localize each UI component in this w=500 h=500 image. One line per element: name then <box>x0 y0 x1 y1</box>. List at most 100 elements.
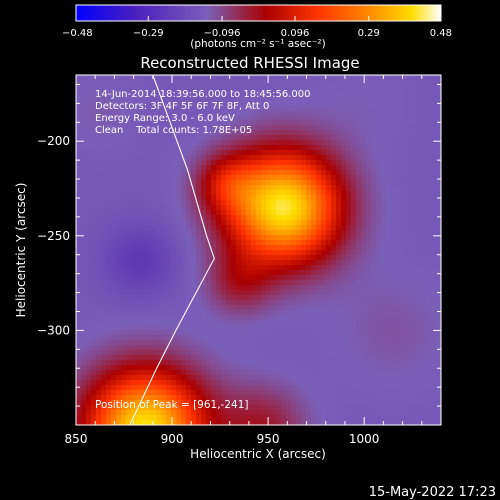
heatmap-cell <box>351 90 357 96</box>
heatmap-cell <box>96 360 102 366</box>
heatmap-cell <box>371 230 377 236</box>
heatmap-cell <box>136 195 142 201</box>
heatmap-cell <box>351 405 357 411</box>
heatmap-cell <box>401 275 407 281</box>
heatmap-cell <box>136 340 142 346</box>
heatmap-cell <box>346 120 352 126</box>
heatmap-cell <box>136 345 142 351</box>
heatmap-cell <box>311 230 317 236</box>
heatmap-cell <box>321 330 327 336</box>
heatmap-cell <box>261 90 267 96</box>
heatmap-cell <box>391 300 397 306</box>
heatmap-cell <box>381 160 387 166</box>
heatmap-cell <box>361 100 367 106</box>
heatmap-cell <box>266 220 272 226</box>
heatmap-cell <box>126 100 132 106</box>
heatmap-cell <box>276 125 282 131</box>
heatmap-cell <box>316 200 322 206</box>
heatmap-cell <box>121 110 127 116</box>
heatmap-cell <box>261 80 267 86</box>
heatmap-cell <box>246 105 252 111</box>
heatmap-cell <box>321 405 327 411</box>
heatmap-cell <box>261 320 267 326</box>
heatmap-cell <box>421 260 427 266</box>
heatmap-cell <box>186 205 192 211</box>
heatmap-cell <box>396 375 402 381</box>
heatmap-cell <box>291 190 297 196</box>
heatmap-cell <box>336 230 342 236</box>
heatmap-cell <box>221 230 227 236</box>
heatmap-cell <box>131 385 137 391</box>
heatmap-cell <box>266 185 272 191</box>
heatmap-cell <box>406 185 412 191</box>
heatmap-cell <box>351 365 357 371</box>
heatmap-cell <box>421 345 427 351</box>
heatmap-cell <box>236 210 242 216</box>
heatmap-cell <box>351 130 357 136</box>
heatmap-cell <box>156 215 162 221</box>
heatmap-cell <box>306 400 312 406</box>
heatmap-cell <box>426 310 432 316</box>
heatmap-cell <box>416 140 422 146</box>
heatmap-cell <box>381 285 387 291</box>
heatmap-cell <box>341 175 347 181</box>
heatmap-cell <box>106 375 112 381</box>
heatmap-cell <box>386 145 392 151</box>
heatmap-cell <box>231 400 237 406</box>
heatmap-cell <box>281 355 287 361</box>
heatmap-cell <box>161 150 167 156</box>
heatmap-cell <box>81 225 87 231</box>
heatmap-cell <box>376 150 382 156</box>
heatmap-cell <box>106 280 112 286</box>
heatmap-cell <box>281 80 287 86</box>
heatmap-cell <box>181 195 187 201</box>
heatmap-cell <box>91 175 97 181</box>
heatmap-cell <box>211 335 217 341</box>
heatmap-cell <box>311 155 317 161</box>
heatmap-cell <box>106 290 112 296</box>
heatmap-cell <box>161 145 167 151</box>
heatmap-cell <box>396 355 402 361</box>
heatmap-cell <box>146 270 152 276</box>
heatmap-cell <box>296 170 302 176</box>
heatmap-cell <box>401 280 407 286</box>
heatmap-cell <box>176 400 182 406</box>
heatmap-cell <box>91 420 97 425</box>
heatmap-cell <box>256 230 262 236</box>
heatmap-cell <box>196 380 202 386</box>
heatmap-cell <box>146 120 152 126</box>
heatmap-cell <box>86 420 92 425</box>
heatmap-cell <box>326 325 332 331</box>
heatmap-cell <box>121 155 127 161</box>
heatmap-cell <box>426 250 432 256</box>
heatmap-cell <box>296 385 302 391</box>
heatmap-cell <box>406 300 412 306</box>
heatmap-cell <box>96 330 102 336</box>
heatmap-cell <box>261 380 267 386</box>
heatmap-cell <box>201 320 207 326</box>
heatmap-cell <box>401 205 407 211</box>
heatmap-cell <box>341 285 347 291</box>
heatmap-cell <box>401 150 407 156</box>
heatmap-cell <box>406 160 412 166</box>
heatmap-cell <box>416 150 422 156</box>
heatmap-cell <box>231 90 237 96</box>
heatmap-cell <box>221 345 227 351</box>
heatmap-cell <box>266 205 272 211</box>
heatmap-cell <box>356 300 362 306</box>
heatmap-cell <box>326 255 332 261</box>
heatmap-cell <box>336 225 342 231</box>
heatmap-cell <box>396 315 402 321</box>
heatmap-cell <box>181 190 187 196</box>
heatmap-cell <box>351 390 357 396</box>
heatmap-cell <box>346 265 352 271</box>
heatmap-cell <box>176 295 182 301</box>
heatmap-cell <box>256 200 262 206</box>
heatmap-cell <box>126 125 132 131</box>
heatmap-cell <box>316 285 322 291</box>
heatmap-cell <box>251 325 257 331</box>
heatmap-cell <box>426 215 432 221</box>
heatmap-cell <box>401 220 407 226</box>
heatmap-cell <box>391 180 397 186</box>
heatmap-cell <box>211 180 217 186</box>
